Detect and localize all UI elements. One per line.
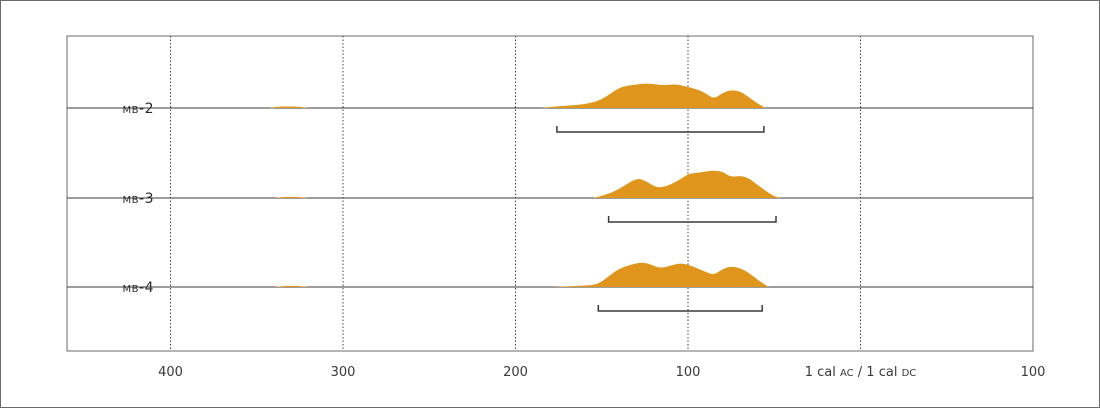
probability-distribution-0 xyxy=(274,196,309,198)
plot-area xyxy=(66,35,1034,352)
series-row-mb-4: MB-4 xyxy=(67,262,1033,312)
series-label: MB-4 xyxy=(123,280,154,296)
range-bracket xyxy=(556,126,765,133)
x-axis-tick-labels: 400 300 200 100 1 cal AC / 1 cal DC 100 xyxy=(158,365,1045,380)
x-tick-label-4: 1 cal AC / 1 cal DC xyxy=(805,365,917,380)
probability-distribution-0 xyxy=(268,106,309,108)
series-label: MB-2 xyxy=(123,101,154,117)
x-tick-label-1: 300 xyxy=(331,365,356,380)
probability-distribution-1 xyxy=(550,262,770,287)
x-tick-label-0: 400 xyxy=(158,365,183,380)
range-bracket xyxy=(597,305,763,312)
probability-distribution-1 xyxy=(541,83,766,108)
series-label: MB-3 xyxy=(123,191,154,207)
series-row-mb-2: MB-2 xyxy=(67,83,1033,133)
x-tick-label-5: 100 xyxy=(1021,365,1046,380)
probability-distribution-0 xyxy=(274,285,309,287)
probability-distribution-1 xyxy=(593,170,782,198)
series-rows: MB-2 MB-3 MB-4 xyxy=(67,83,1033,312)
x-tick-label-3: 100 xyxy=(676,365,701,380)
series-row-mb-3: MB-3 xyxy=(67,170,1033,223)
x-tick-label-2: 200 xyxy=(503,365,528,380)
range-bracket xyxy=(607,216,777,223)
